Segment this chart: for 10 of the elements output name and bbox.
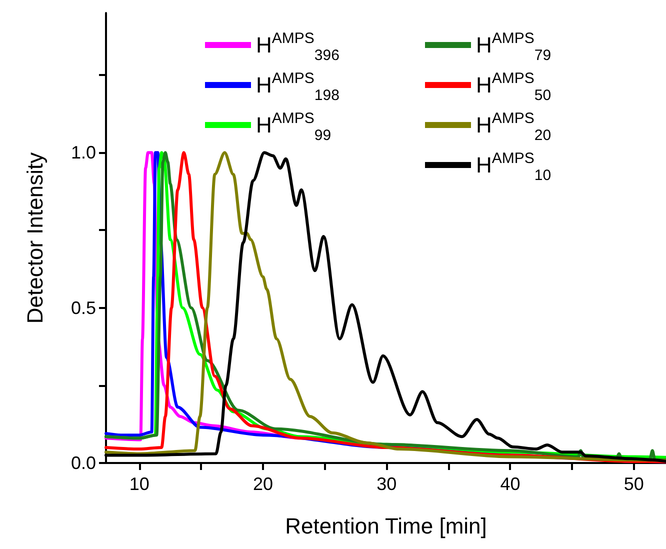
x-tick-label: 50 [624,474,644,494]
x-axis-title: Retention Time [min] [285,514,487,538]
y-tick-label: 1.0 [70,142,96,163]
x-tick-label: 40 [500,474,520,494]
x-tick-label: 30 [376,474,397,494]
y-axis-title: Detector Intensity [22,152,48,324]
x-tick-label: 20 [252,474,274,494]
x-tick-label: 10 [129,474,150,494]
y-tick-label: 0.0 [70,453,96,473]
y-tick-label: 0.5 [70,298,96,318]
